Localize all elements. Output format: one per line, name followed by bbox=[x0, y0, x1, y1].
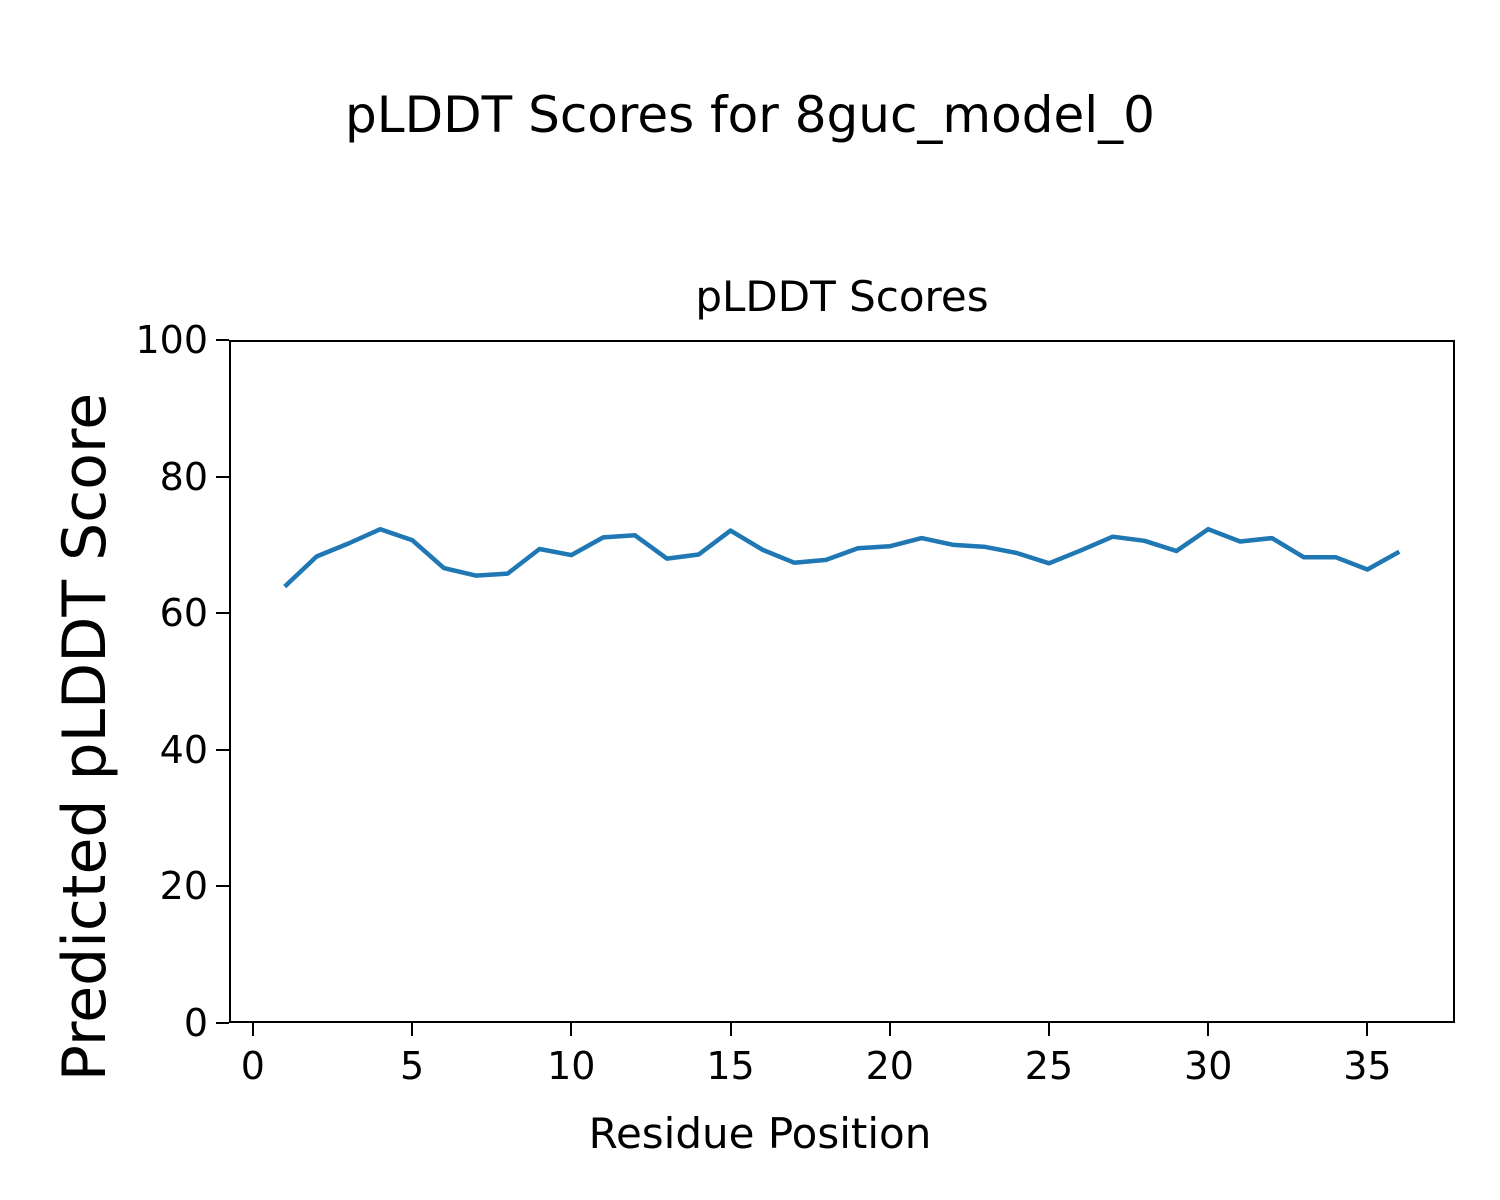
x-tick-label: 30 bbox=[1184, 1044, 1233, 1088]
axes-title: pLDDT Scores bbox=[695, 272, 989, 321]
x-tick-label: 20 bbox=[865, 1044, 914, 1088]
y-tick-mark bbox=[216, 1022, 229, 1024]
y-tick-mark bbox=[216, 885, 229, 888]
figure-title: pLDDT Scores for 8guc_model_0 bbox=[345, 86, 1155, 144]
x-tick-label: 35 bbox=[1343, 1044, 1392, 1088]
x-tick-mark bbox=[888, 1023, 891, 1036]
line-chart bbox=[283, 526, 1401, 589]
x-tick-mark bbox=[1207, 1023, 1210, 1036]
x-axis-label: Residue Position bbox=[588, 1109, 932, 1158]
x-tick-mark bbox=[411, 1023, 414, 1036]
y-tick-mark bbox=[216, 475, 229, 478]
y-tick-label: 20 bbox=[159, 864, 208, 909]
x-tick-mark bbox=[1366, 1023, 1369, 1036]
x-tick-mark bbox=[251, 1023, 254, 1036]
y-tick-mark bbox=[216, 748, 229, 751]
y-tick-label: 0 bbox=[183, 1001, 208, 1045]
y-axis-label: Predicted pLDDT Score bbox=[50, 392, 120, 1082]
x-tick-label: 25 bbox=[1024, 1044, 1074, 1088]
x-tick-label: 10 bbox=[547, 1044, 596, 1088]
plot-area bbox=[229, 340, 1455, 1023]
y-tick-label: 60 bbox=[159, 591, 208, 636]
y-tick-label: 100 bbox=[135, 318, 208, 362]
x-tick-label: 0 bbox=[240, 1044, 265, 1088]
plddt-line-series bbox=[283, 526, 1401, 589]
x-tick-mark bbox=[729, 1023, 732, 1036]
x-tick-label: 5 bbox=[400, 1044, 425, 1088]
y-tick-mark bbox=[216, 339, 229, 341]
y-tick-label: 40 bbox=[159, 727, 208, 772]
x-tick-label: 15 bbox=[706, 1044, 755, 1088]
x-tick-mark bbox=[1047, 1023, 1050, 1036]
y-tick-mark bbox=[216, 612, 229, 615]
x-tick-mark bbox=[570, 1023, 573, 1036]
y-tick-label: 80 bbox=[159, 454, 208, 499]
